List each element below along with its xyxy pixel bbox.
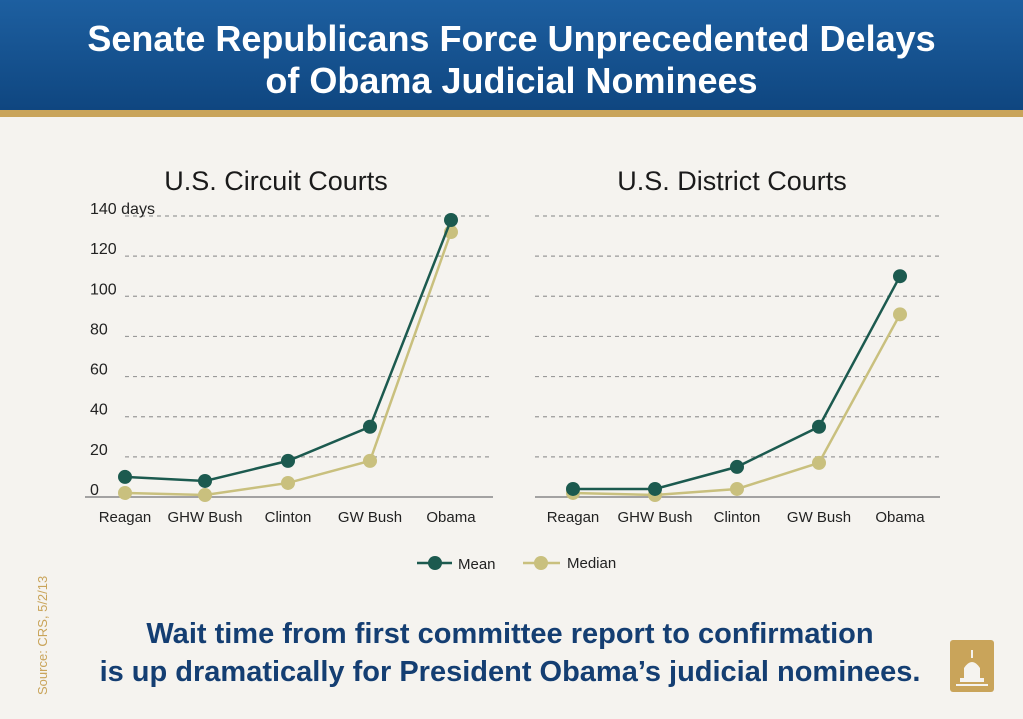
data-point-mean: [198, 473, 212, 488]
data-point-mean: [281, 453, 295, 468]
title-line-2: of Obama Judicial Nominees: [265, 60, 758, 101]
caption-line-1: Wait time from first committee report to…: [146, 618, 874, 650]
data-point-median: [118, 485, 132, 500]
legend-mean-label: Mean: [458, 556, 496, 573]
page-title: Senate Republicans Force Unprecedented D…: [0, 18, 1023, 102]
data-point-median: [812, 455, 826, 470]
y-tick-label: 100: [90, 281, 117, 298]
legend-median-label: Median: [567, 555, 616, 572]
data-point-median: [893, 307, 907, 322]
charts-area: U.S. Circuit Courts 0 20 40 60 80 100 120 140 da…: [85, 166, 940, 573]
y-tick-label: 60: [90, 362, 108, 379]
chart-title: U.S. Circuit Courts: [164, 166, 388, 196]
data-point-median: [198, 487, 212, 502]
data-point-mean: [648, 481, 662, 496]
capitol-logo-icon: [950, 640, 994, 692]
y-tick-label: 120: [90, 241, 117, 258]
caption: Wait time from first committee report to…: [80, 615, 940, 691]
header-banner: [0, 0, 1023, 110]
x-tick-label: GW Bush: [338, 509, 402, 526]
y-tick-label: 0: [90, 482, 99, 499]
data-point-median: [363, 453, 377, 468]
data-point-mean: [566, 481, 580, 496]
x-tick-label: Obama: [426, 509, 476, 526]
data-point-mean: [118, 469, 132, 484]
data-point-mean: [893, 269, 907, 284]
source-note: Source: CRS, 5/2/13: [35, 575, 50, 695]
data-point-median: [281, 475, 295, 490]
y-tick-label: 40: [90, 402, 108, 419]
x-tick-label: GW Bush: [787, 509, 851, 526]
x-tick-label: Reagan: [99, 509, 152, 526]
title-line-1: Senate Republicans Force Unprecedented D…: [87, 18, 936, 59]
data-point-mean: [363, 419, 377, 434]
x-tick-label: Clinton: [714, 509, 761, 526]
data-point-median: [730, 481, 744, 496]
x-tick-label: Obama: [875, 509, 925, 526]
x-tick-label: GHW Bush: [167, 509, 242, 526]
data-point-mean: [730, 459, 744, 474]
data-point-mean: [812, 419, 826, 434]
y-tick-label: 80: [90, 321, 108, 338]
y-tick-label: 20: [90, 442, 108, 459]
x-tick-label: GHW Bush: [617, 509, 692, 526]
header-stripe: [0, 110, 1023, 117]
data-point-mean: [444, 213, 458, 228]
x-tick-label: Reagan: [547, 509, 600, 526]
caption-line-2: is up dramatically for President Obama’s…: [99, 656, 921, 688]
legend-mean-marker: [428, 556, 442, 570]
legend-median-marker: [534, 556, 548, 570]
x-tick-label: Clinton: [265, 509, 312, 526]
y-tick-label: 140 days: [90, 201, 155, 218]
chart-title: U.S. District Courts: [617, 166, 847, 196]
series-line-mean: [124, 219, 453, 483]
